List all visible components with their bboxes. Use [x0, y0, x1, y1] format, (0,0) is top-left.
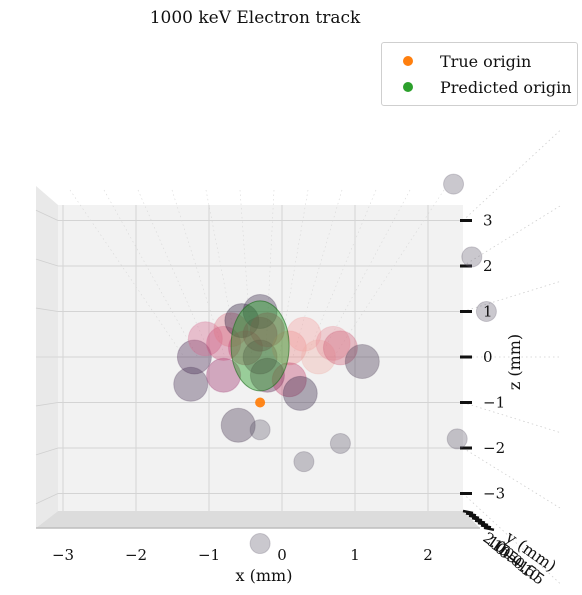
track-point-22	[345, 345, 379, 379]
predicted-origin-marker	[231, 301, 289, 391]
track-point-23	[283, 376, 317, 410]
x-tick-label-1: −2	[125, 546, 147, 564]
track-point-29	[444, 174, 464, 194]
track-point-30	[250, 534, 270, 554]
x-tick-label-3: 0	[277, 546, 287, 564]
z-tick-label-3: 0	[483, 348, 493, 366]
x-axis-label: x (mm)	[236, 566, 293, 585]
legend-marker-predicted-origin	[403, 82, 413, 92]
track-point-14	[250, 420, 270, 440]
track-point-25	[330, 433, 350, 453]
grid-persp--1	[463, 403, 560, 433]
legend: True origin Predicted origin	[381, 42, 578, 106]
x-tick-label-5: 2	[423, 546, 433, 564]
track-point-24	[294, 452, 314, 472]
track-point-26	[447, 429, 467, 449]
z-tick-label-4: −1	[483, 394, 505, 412]
grid-persp--2	[463, 448, 560, 508]
legend-marker-true-origin	[403, 56, 413, 66]
x-tick-label-0: −3	[52, 546, 74, 564]
z-tick-label-0: 3	[483, 212, 493, 230]
z-tick-label-5: −2	[483, 439, 505, 457]
track-point-28	[462, 247, 482, 267]
floor-pane	[36, 511, 480, 528]
track-point-7	[221, 408, 255, 442]
z-tick-label-6: −3	[483, 485, 505, 503]
true-origin-marker	[255, 398, 265, 408]
legend-entry-predicted-origin: Predicted origin	[382, 75, 572, 99]
grid-persp-3	[463, 131, 560, 221]
legend-entry-true-origin: True origin	[382, 49, 531, 73]
x-tick-label-4: 1	[350, 546, 360, 564]
z-tick-label-1: 2	[483, 257, 493, 275]
legend-label-predicted-origin: Predicted origin	[440, 78, 572, 97]
z-axis-label: z (mm)	[505, 334, 524, 390]
z-tick-label-2: 1	[483, 303, 493, 321]
x-tick-label-2: −1	[198, 546, 220, 564]
track-point-2	[174, 367, 208, 401]
legend-label-true-origin: True origin	[440, 52, 531, 71]
